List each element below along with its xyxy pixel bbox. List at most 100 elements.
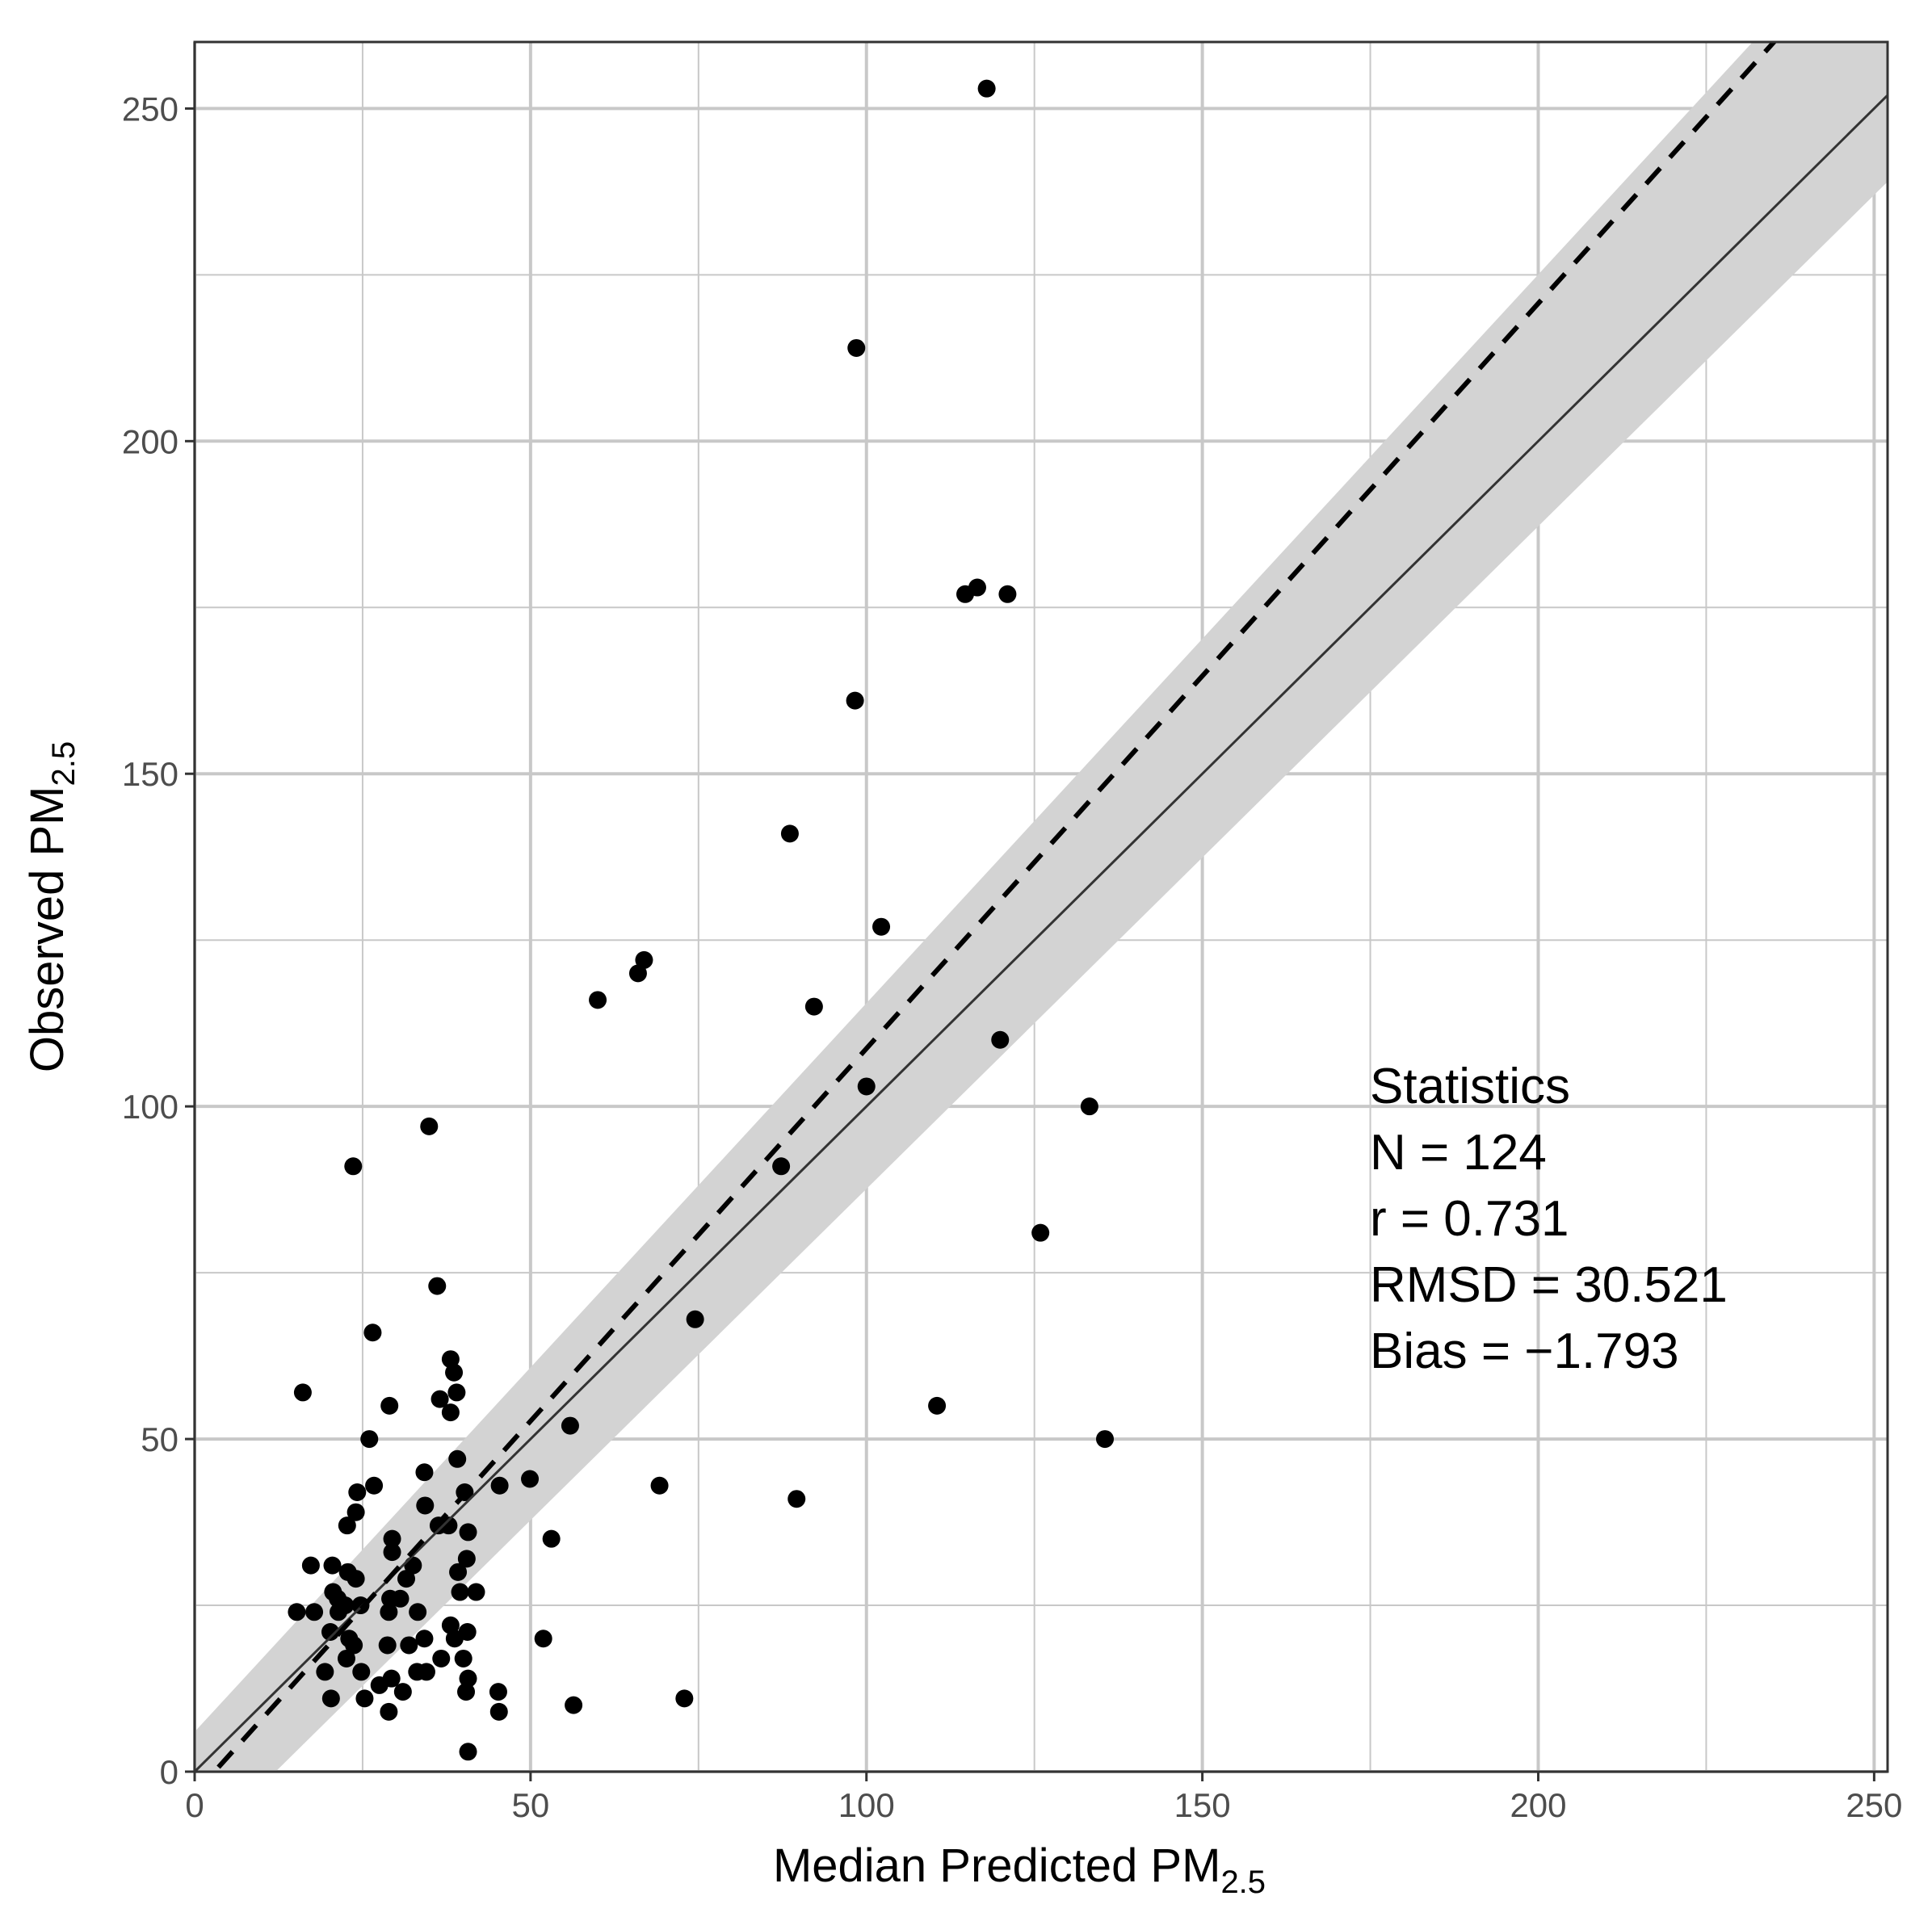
- identity-line: [195, 94, 1888, 1772]
- data-point: [445, 1630, 464, 1648]
- data-point: [804, 997, 823, 1016]
- x-axis-title: Median Predicted PM2.5: [773, 1839, 1266, 1900]
- data-point: [686, 1310, 704, 1328]
- x-tick-label: 100: [838, 1786, 895, 1824]
- data-point: [383, 1543, 401, 1562]
- data-point: [534, 1630, 552, 1648]
- data-point: [378, 1636, 397, 1655]
- data-point: [363, 1323, 382, 1342]
- panel-frame: [193, 40, 1889, 1773]
- data-point: [1096, 1430, 1115, 1449]
- y-tick-label: 100: [122, 1088, 178, 1126]
- stats-line-2: r = 0.731: [1370, 1191, 1569, 1247]
- data-point: [650, 1476, 669, 1495]
- data-point: [1080, 1097, 1098, 1116]
- data-point: [323, 1556, 342, 1575]
- data-point: [489, 1702, 508, 1721]
- data-point: [338, 1516, 356, 1535]
- data-point: [772, 1157, 791, 1176]
- data-point: [430, 1390, 449, 1408]
- data-point: [441, 1350, 460, 1369]
- data-point: [467, 1583, 485, 1601]
- x-axis-title-main: Median Predicted PM: [773, 1839, 1220, 1892]
- data-point: [365, 1476, 384, 1495]
- data-point: [447, 1383, 466, 1402]
- data-point: [635, 950, 653, 969]
- data-point: [337, 1649, 355, 1667]
- y-tick-label: 250: [122, 90, 178, 128]
- data-point: [316, 1663, 334, 1681]
- data-point: [628, 964, 647, 983]
- data-point: [565, 1696, 583, 1714]
- data-point: [872, 917, 891, 936]
- data-point: [956, 585, 975, 603]
- y-axis-title: Observed PM2.5: [21, 741, 82, 1072]
- data-point: [432, 1649, 451, 1667]
- data-point: [415, 1463, 434, 1482]
- data-point: [417, 1663, 435, 1681]
- data-point: [998, 585, 1017, 603]
- data-point: [441, 1403, 460, 1422]
- data-points: [288, 79, 1115, 1761]
- data-point: [439, 1516, 458, 1535]
- data-point: [293, 1383, 312, 1402]
- data-point: [561, 1416, 579, 1435]
- data-point: [857, 1077, 876, 1096]
- data-point: [383, 1529, 401, 1548]
- data-point: [846, 691, 864, 710]
- data-point: [329, 1603, 347, 1621]
- data-point: [381, 1589, 400, 1608]
- data-point: [780, 824, 799, 843]
- data-point: [415, 1630, 434, 1648]
- reference-lines: [195, 42, 1888, 1772]
- data-point: [321, 1622, 340, 1641]
- data-point: [428, 1277, 447, 1295]
- stats-line-4: Bias = −1.793: [1370, 1323, 1679, 1379]
- x-axis-title-subscript: 2.5: [1220, 1865, 1266, 1900]
- data-point: [589, 991, 607, 1009]
- data-point: [393, 1683, 412, 1701]
- data-point: [288, 1603, 306, 1621]
- statistics-annotation: Statistics N = 124 r = 0.731 RMSD = 30.5…: [1370, 1059, 1728, 1379]
- data-point: [305, 1603, 324, 1621]
- stats-line-1: N = 124: [1370, 1125, 1547, 1181]
- stats-line-3: RMSD = 30.521: [1370, 1257, 1728, 1313]
- data-point: [542, 1529, 561, 1548]
- data-point: [301, 1556, 320, 1575]
- data-point: [420, 1117, 439, 1135]
- data-point: [400, 1636, 418, 1655]
- data-point: [847, 338, 866, 357]
- data-point: [416, 1496, 435, 1515]
- data-point: [457, 1683, 476, 1701]
- x-tick-label: 250: [1846, 1786, 1902, 1824]
- axis-ticks: 0 50 100 150 200 250 0 50 100 150 200 250: [122, 90, 1902, 1824]
- data-point: [457, 1550, 476, 1568]
- data-point: [348, 1483, 367, 1501]
- data-point: [345, 1636, 363, 1655]
- data-point: [675, 1689, 694, 1708]
- data-point: [521, 1470, 540, 1488]
- data-point: [346, 1503, 365, 1521]
- y-tick-label: 200: [122, 422, 178, 460]
- data-point: [321, 1689, 340, 1708]
- x-tick-label: 200: [1510, 1786, 1566, 1824]
- y-tick-label: 150: [122, 755, 178, 793]
- data-point: [344, 1157, 363, 1176]
- data-point: [346, 1570, 365, 1588]
- y-tick-label: 50: [141, 1420, 178, 1458]
- confidence-band: [195, 42, 1888, 1772]
- y-tick-label: 0: [160, 1753, 178, 1791]
- data-point: [355, 1689, 374, 1708]
- data-point: [448, 1449, 467, 1468]
- data-point: [352, 1663, 371, 1681]
- y-axis-title-main: Observed PM: [21, 787, 74, 1073]
- data-point: [380, 1603, 398, 1621]
- x-tick-label: 50: [512, 1786, 550, 1824]
- data-point: [451, 1583, 469, 1601]
- data-point: [380, 1702, 398, 1721]
- fit-line: [211, 42, 1778, 1772]
- y-axis-title-subscript: 2.5: [46, 741, 82, 787]
- data-point: [380, 1396, 399, 1415]
- data-point: [351, 1596, 370, 1615]
- data-point: [449, 1563, 468, 1581]
